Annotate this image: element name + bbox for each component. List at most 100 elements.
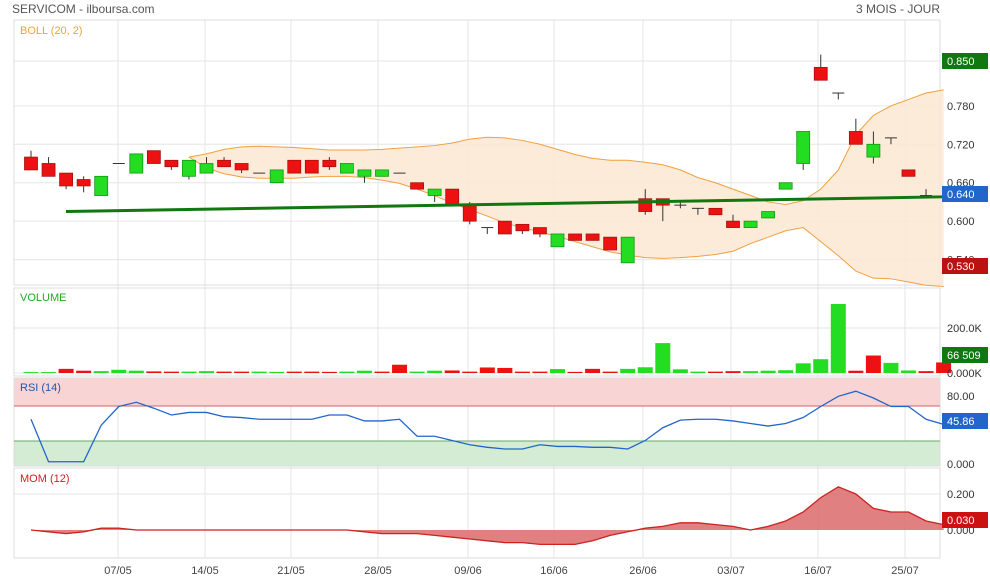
volume-bar: [602, 371, 618, 373]
volume-bar: [146, 371, 162, 373]
rsi-pane: RSI (14): [13, 377, 944, 467]
volume-bar: [41, 372, 57, 373]
volume-pane: VOLUME: [13, 287, 952, 377]
volume-bar: [163, 371, 179, 373]
y-axes: 0.8500.7800.7200.6600.6000.5400.8500.640…: [942, 53, 988, 537]
candle-body: [462, 204, 477, 222]
price-pane: BOLL (20, 2): [13, 19, 944, 287]
candle-body: [59, 172, 73, 187]
volume-bar: [339, 371, 355, 373]
lower-band-tag-bg: [942, 258, 988, 274]
volume-bar: [374, 371, 390, 373]
candle-body: [41, 163, 56, 177]
volume-bar: [286, 371, 302, 373]
volume-bar: [251, 371, 267, 373]
candle-body: [146, 150, 161, 164]
volume-bar: [760, 370, 776, 373]
momentum-area: [31, 486, 944, 545]
rsi-last-tag-bg: [942, 413, 988, 429]
x-tick-label: 25/07: [891, 565, 919, 577]
volume-bar: [655, 343, 671, 373]
rsi-oversold-zone: [14, 441, 940, 466]
momentum-line: [30, 486, 944, 546]
volume-bar: [392, 364, 408, 373]
volume-bar: [725, 371, 741, 373]
upper-band-tag: 0.850: [947, 56, 975, 68]
volume-last-tag-bg: [942, 347, 988, 363]
volume-bar: [58, 368, 74, 373]
volume-bar: [585, 368, 601, 373]
candle-body: [726, 220, 740, 228]
volume-bar: [550, 369, 565, 373]
volume-bar: [479, 367, 495, 373]
candle-body: [620, 236, 635, 264]
candle-body: [761, 211, 775, 219]
candle-body: [445, 188, 460, 206]
volume-bar: [427, 370, 443, 373]
volume-bar: [462, 371, 478, 373]
candle-body: [796, 131, 811, 164]
volume-tick-label: 0.000K: [947, 368, 983, 380]
trend-line: [65, 195, 944, 214]
candle-body: [339, 163, 354, 174]
price-tick-label: 0.600: [947, 216, 975, 228]
candle-body: [322, 159, 337, 168]
x-tick-label: 07/05: [104, 565, 132, 577]
rsi-tick-label: 0.000: [947, 459, 975, 471]
volume-bar: [199, 371, 214, 373]
mom-last-tag-bg: [942, 512, 988, 528]
rsi-label: RSI (14): [20, 382, 61, 394]
candle-body: [129, 153, 144, 174]
volume-bar: [444, 370, 460, 373]
candle-body: [287, 159, 302, 174]
boll-label: BOLL (20, 2): [20, 25, 83, 37]
volume-bar: [111, 369, 127, 373]
x-tick-label: 14/05: [191, 565, 219, 577]
last-close-tag: 0.640: [947, 189, 975, 201]
x-tick-label: 09/06: [454, 565, 482, 577]
candle-body: [515, 223, 530, 232]
volume-bar: [707, 371, 723, 373]
volume-bar: [672, 369, 688, 373]
candle-body: [848, 131, 863, 145]
volume-bar: [620, 368, 636, 373]
grid: [14, 20, 940, 558]
volume-bar: [936, 362, 952, 373]
volume-bar: [690, 371, 706, 373]
candle-body: [866, 143, 881, 158]
candle-body: [410, 182, 425, 190]
x-tick-label: 16/06: [540, 565, 568, 577]
candle-body: [743, 220, 758, 228]
candle-body: [533, 227, 547, 235]
volume-bar: [865, 355, 881, 373]
candle-body: [708, 207, 723, 216]
lower-band-tag: 0.530: [947, 261, 975, 273]
x-tick-label: 03/07: [717, 565, 745, 577]
volume-bar: [830, 304, 846, 373]
candle-body: [568, 233, 582, 241]
mom-label: MOM (12): [20, 473, 70, 485]
candle-body: [375, 169, 389, 177]
candle-body: [603, 236, 618, 251]
volume-bar: [567, 371, 583, 373]
volume-bar: [269, 371, 285, 373]
candle-body: [304, 159, 319, 174]
candle-body: [182, 159, 196, 177]
candle-body: [585, 233, 600, 241]
volume-bar: [883, 362, 899, 373]
x-tick-label: 21/05: [277, 565, 305, 577]
volume-bar: [637, 367, 653, 373]
chart-source-title: SERVICOM - ilboursa.com: [12, 2, 155, 16]
candle-body: [234, 163, 249, 171]
mom-tick-label: 0.200: [947, 489, 975, 501]
volume-bar: [813, 359, 829, 373]
volume-bar: [901, 370, 916, 373]
volume-bar: [304, 371, 320, 373]
candle-body: [24, 156, 38, 171]
x-tick-label: 28/05: [364, 565, 392, 577]
bollinger-lower-line: [188, 156, 944, 287]
bollinger-band: [188, 89, 944, 287]
volume-label: VOLUME: [20, 292, 66, 304]
volume-bar: [128, 370, 144, 373]
